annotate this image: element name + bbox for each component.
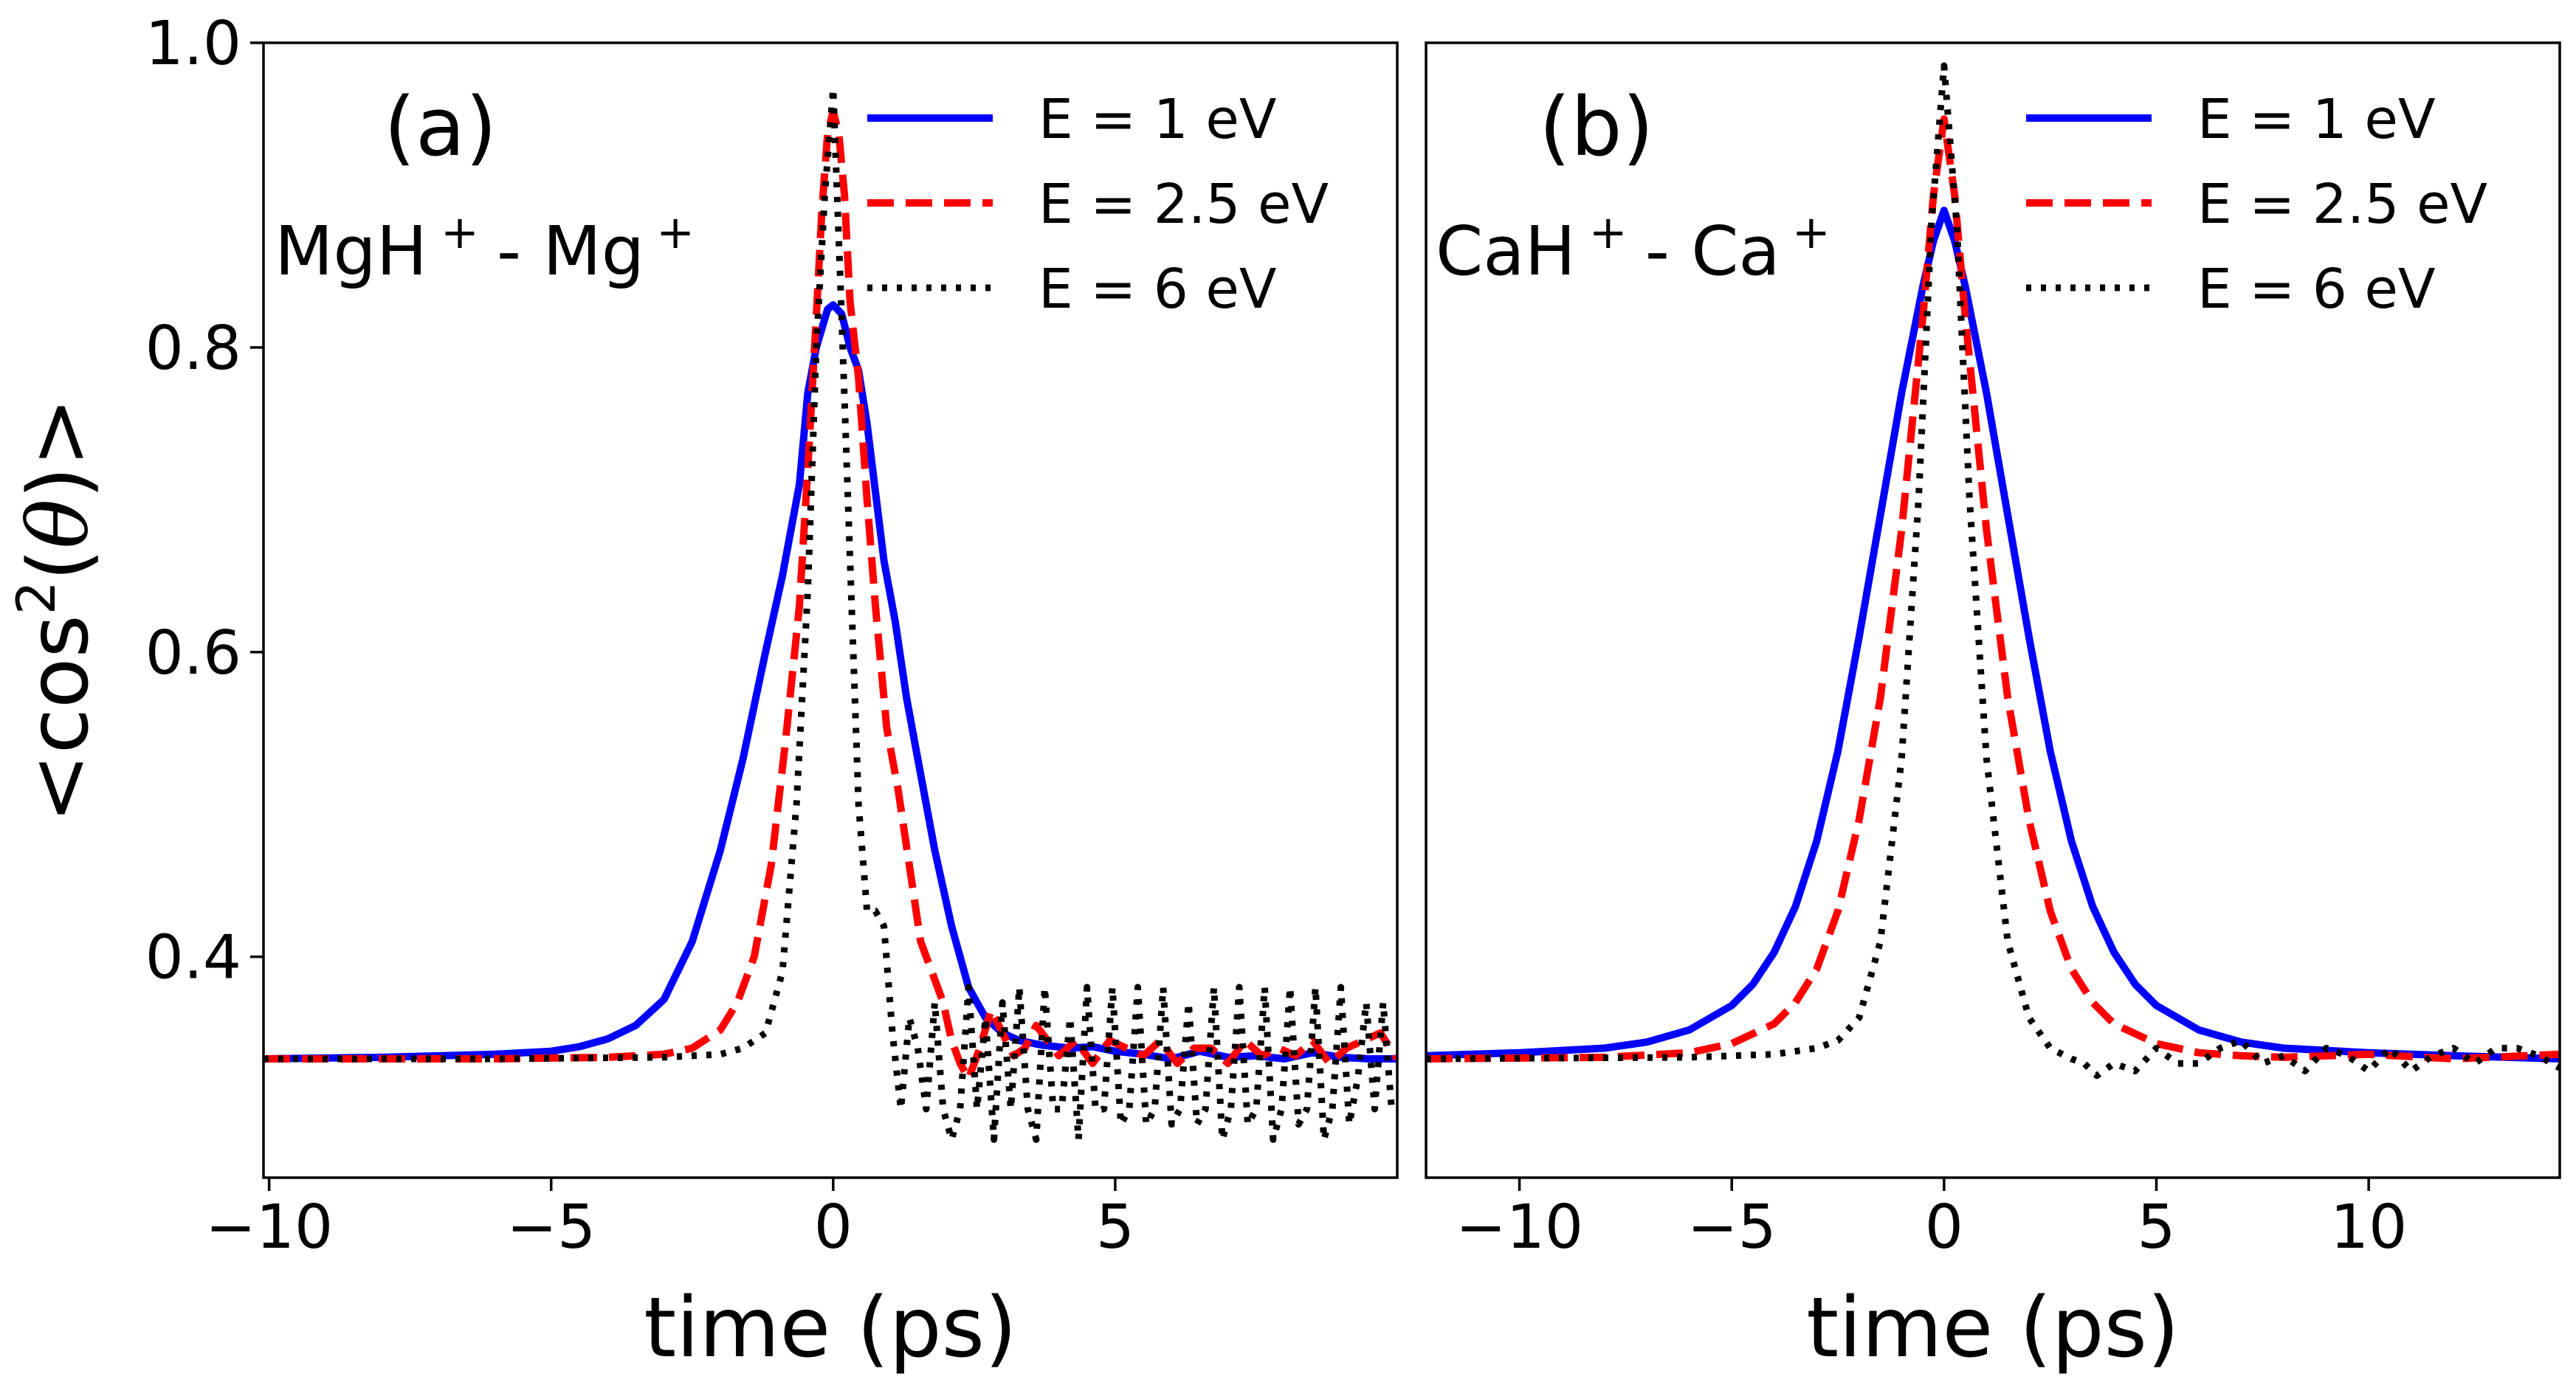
panel-a-frame <box>262 41 1399 1179</box>
legend: E = 1 eV E = 2.5 eV E = 6 eV <box>867 88 1329 321</box>
series-line-2 <box>1426 115 2560 1063</box>
series-line-2 <box>264 107 1397 1082</box>
legend-label: E = 1 eV <box>1039 88 1277 151</box>
legend-label: E = 6 eV <box>1039 258 1277 321</box>
legend-label: E = 2.5 eV <box>2197 173 2488 236</box>
x-tick-label: −10 <box>1456 1192 1583 1263</box>
series-line-3 <box>1426 62 2560 1080</box>
legend: E = 1 eV E = 2.5 eV E = 6 eV <box>2026 88 2488 321</box>
legend-label: E = 2.5 eV <box>1039 173 1329 236</box>
x-axis-title: time (ps) <box>1806 1280 2179 1376</box>
x-tick-label: 0 <box>1925 1192 1963 1263</box>
y-tick-label: 0.8 <box>145 314 241 384</box>
x-axis-title: time (ps) <box>644 1280 1016 1376</box>
species-annotation: CaH + - Ca + <box>1436 205 1831 291</box>
species-annotation: MgH + - Mg + <box>275 205 695 291</box>
x-tick-label: 5 <box>2137 1192 2175 1263</box>
x-tick-label: −10 <box>205 1192 333 1263</box>
legend-label: E = 6 eV <box>2197 258 2436 321</box>
series-line-1 <box>264 301 1397 1063</box>
series-line-1 <box>1426 207 2560 1063</box>
x-tick-label: −5 <box>1687 1192 1777 1263</box>
y-tick-label: 0.6 <box>145 618 241 688</box>
x-tick-label: 10 <box>2330 1192 2407 1263</box>
panel-label: (a) <box>384 80 497 174</box>
panel-b-frame <box>1425 41 2561 1179</box>
x-tick-label: 0 <box>814 1192 853 1263</box>
series-line-3 <box>264 85 1397 1143</box>
y-tick-label: 1.0 <box>145 9 241 79</box>
y-axis-title: <cos2(θ)> <box>5 398 107 823</box>
panel-a: −10 −5 0 5 0.4 0.6 0.8 1.0 time (ps) (a) MgH + - Mg +… <box>145 9 1399 1376</box>
y-tick-label: 0.4 <box>145 923 241 993</box>
x-tick-label: 5 <box>1096 1192 1134 1263</box>
panel-label: (b) <box>1539 80 1654 174</box>
legend-label: E = 1 eV <box>2197 88 2436 151</box>
x-tick-label: −5 <box>506 1192 596 1263</box>
